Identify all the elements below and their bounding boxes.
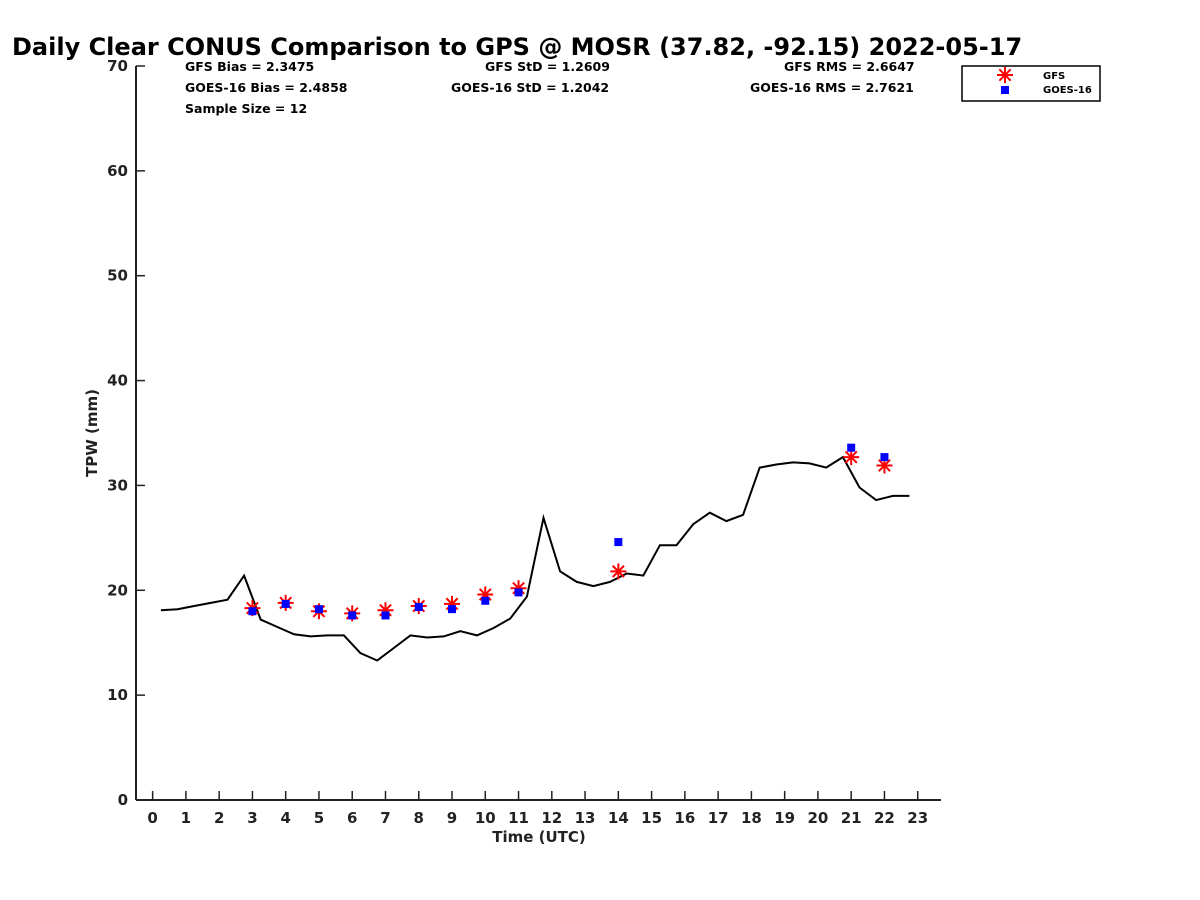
x-tick-label: 5	[314, 809, 324, 827]
axes: 0 1 2 3 4 5 6 7 8 9 10 11 12 13 14 15 16 17 18 19 20 21 22 2301…	[107, 57, 941, 827]
goes-point	[847, 443, 856, 452]
x-tick-label: 13	[575, 809, 596, 827]
x-tick-label: 9	[447, 809, 457, 827]
x-tick-label: 12	[541, 809, 562, 827]
goes-std-text: GOES-16 StD = 1.2042	[451, 80, 609, 95]
goes-point	[481, 596, 490, 605]
gps-series-line	[160, 455, 910, 662]
gfs-bias-text: GFS Bias = 2.3475	[185, 59, 314, 74]
goes-point	[448, 605, 457, 614]
y-tick-label: 20	[107, 581, 128, 599]
y-tick-label: 30	[107, 476, 128, 494]
gfs-std-text: GFS StD = 1.2609	[485, 59, 610, 74]
x-tick-label: 21	[841, 809, 862, 827]
y-tick-label: 10	[107, 686, 128, 704]
y-tick-label: 60	[107, 162, 128, 180]
goes-rms-text: GOES-16 RMS = 2.7621	[750, 80, 914, 95]
legend-gfs-star	[997, 67, 1013, 83]
legend-goes-label: GOES-16	[1043, 85, 1092, 96]
y-tick-label: 0	[118, 791, 128, 809]
x-axis-label: Time (UTC)	[492, 828, 586, 846]
x-tick-label: 0	[147, 809, 157, 827]
gfs-point	[876, 457, 893, 474]
y-tick-label: 40	[107, 372, 128, 390]
plot-area	[160, 443, 910, 662]
stats-block: GFS Bias = 2.3475 GOES-16 Bias = 2.4858 …	[185, 59, 915, 116]
x-tick-label: 8	[414, 809, 424, 827]
gfs-point	[843, 449, 860, 466]
goes-point	[614, 538, 623, 547]
goes-point	[514, 588, 523, 597]
y-axis-label: TPW (mm)	[83, 389, 101, 477]
x-tick-label: 10	[475, 809, 496, 827]
chart-title: Daily Clear CONUS Comparison to GPS @ MO…	[12, 33, 1022, 61]
x-tick-label: 20	[807, 809, 828, 827]
sample-size-text: Sample Size = 12	[185, 101, 307, 116]
legend-gfs-label: GFS	[1043, 71, 1065, 82]
legend-box	[961, 65, 1101, 102]
x-tick-label: 19	[774, 809, 795, 827]
x-tick-label: 11	[508, 809, 529, 827]
x-tick-label: 4	[280, 809, 290, 827]
x-tick-label: 17	[708, 809, 729, 827]
legend: GFS GOES-16	[961, 65, 1101, 102]
x-tick-label: 23	[907, 809, 928, 827]
goes-bias-text: GOES-16 Bias = 2.4858	[185, 80, 347, 95]
y-tick-label: 70	[107, 57, 128, 75]
x-tick-label: 2	[214, 809, 224, 827]
gfs-rms-text: GFS RMS = 2.6647	[784, 59, 915, 74]
goes-point	[248, 607, 257, 616]
y-tick-label: 50	[107, 267, 128, 285]
x-tick-label: 3	[247, 809, 257, 827]
goes-point	[348, 611, 357, 620]
gfs-point	[610, 563, 627, 580]
goes-point	[281, 599, 290, 608]
legend-goes-marker	[1001, 86, 1009, 94]
x-tick-label: 6	[347, 809, 357, 827]
x-tick-label: 15	[641, 809, 662, 827]
x-tick-label: 16	[674, 809, 695, 827]
goes-point	[314, 605, 323, 614]
x-tick-label: 1	[181, 809, 191, 827]
x-tick-label: 18	[741, 809, 762, 827]
goes-point	[414, 603, 423, 612]
goes-point	[381, 611, 390, 620]
goes-point	[880, 453, 889, 462]
x-tick-label: 14	[608, 809, 629, 827]
x-tick-label: 7	[380, 809, 390, 827]
x-tick-label: 22	[874, 809, 895, 827]
legend-gfs-marker	[997, 67, 1013, 83]
